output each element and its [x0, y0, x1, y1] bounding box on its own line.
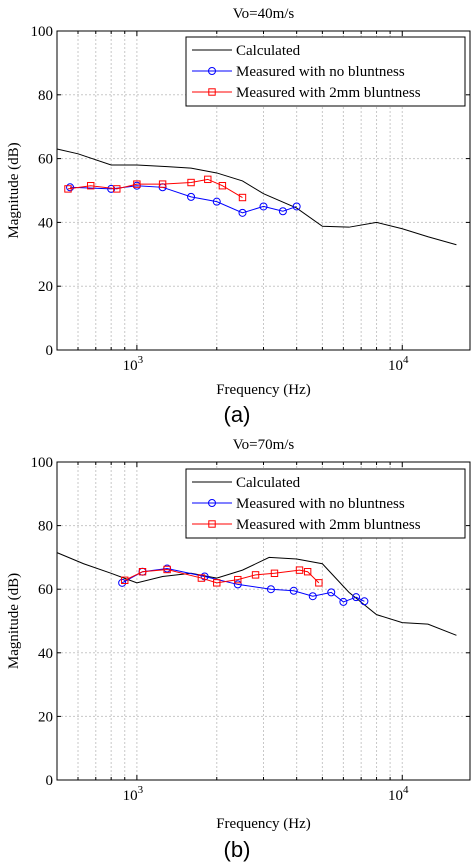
chart-title: Vo=70m/s	[233, 437, 295, 453]
series-calculated	[56, 552, 457, 636]
data-point	[259, 202, 268, 211]
x-tick-label: 104	[388, 784, 409, 804]
data-point	[360, 597, 369, 606]
data-point	[234, 575, 242, 584]
x-tick-label: 103	[123, 354, 144, 374]
legend-label: Measured with 2mm bluntness	[236, 517, 421, 533]
x-axis-label: Frequency (Hz)	[216, 816, 311, 832]
legend-marker	[208, 499, 216, 507]
y-tick-label: 60	[38, 582, 53, 598]
y-tick-label: 20	[38, 709, 53, 725]
legend-label: Measured with no bluntness	[236, 496, 405, 512]
data-point	[278, 207, 287, 216]
y-tick-label: 100	[31, 24, 54, 40]
x-tick-label: 103	[123, 784, 144, 804]
legend-label: Measured with no bluntness	[236, 64, 405, 80]
y-tick-label: 20	[38, 279, 53, 295]
series-line	[67, 178, 243, 198]
data-point	[292, 202, 301, 211]
legend: Calculated Measured with no bluntness Meas…	[185, 36, 466, 107]
y-tick-label: 0	[46, 773, 54, 789]
data-point	[315, 579, 323, 587]
data-point	[133, 180, 141, 188]
series-line	[56, 552, 457, 636]
data-point	[303, 568, 312, 576]
legend-marker	[208, 88, 216, 96]
data-point	[87, 182, 95, 190]
y-tick-label: 80	[38, 88, 53, 104]
series-measured-with-2mm-bluntness	[64, 175, 247, 202]
series-line	[121, 568, 365, 603]
data-point	[266, 585, 275, 594]
legend-label: Calculated	[236, 43, 301, 59]
series-measured-with-2mm-bluntness	[121, 565, 323, 587]
y-axis-label: Magnitude (dB)	[6, 573, 22, 669]
data-point	[238, 193, 247, 202]
y-tick-label: 0	[46, 343, 54, 359]
chart-panel-a: 0 20 40 60 80 100 103 104 Vo=40m/s Frequency (Hz)…	[6, 6, 471, 427]
data-point	[138, 568, 147, 576]
data-point	[212, 197, 221, 206]
legend-marker	[208, 520, 216, 528]
data-point	[204, 175, 212, 184]
y-tick-label: 40	[38, 215, 53, 231]
chart-title: Vo=40m/s	[233, 6, 295, 22]
y-axis-label: Magnitude (dB)	[6, 142, 22, 238]
legend-marker	[208, 67, 216, 75]
data-point	[295, 566, 304, 574]
data-point	[213, 579, 221, 587]
legend-box	[185, 468, 466, 539]
y-tick-label: 80	[38, 519, 53, 535]
data-point	[121, 576, 129, 584]
panel-label: (b)	[224, 837, 251, 862]
data-point	[64, 185, 72, 193]
data-point	[197, 574, 206, 582]
data-point	[118, 578, 127, 587]
data-point	[163, 565, 171, 574]
data-point	[352, 593, 361, 602]
x-tick-label: 104	[388, 354, 409, 374]
series-line	[56, 148, 457, 246]
y-tick-label: 40	[38, 646, 53, 662]
data-point	[66, 183, 75, 192]
x-axis-label: Frequency (Hz)	[216, 382, 311, 398]
data-point	[339, 597, 348, 606]
data-point	[218, 182, 227, 190]
legend-box	[185, 36, 466, 107]
data-point	[238, 208, 247, 217]
data-point	[251, 571, 260, 579]
data-point	[113, 185, 121, 193]
data-point	[233, 580, 242, 589]
data-point	[270, 569, 279, 577]
data-point	[308, 592, 317, 601]
data-point	[158, 180, 167, 188]
chart-panel-b: 0 20 40 60 80 100 103 104 Vo=70m/s Frequency (Hz)…	[6, 437, 471, 862]
data-point	[187, 192, 196, 201]
series-measured-with-no-bluntness	[118, 564, 369, 606]
series-calculated	[56, 148, 457, 246]
data-point	[327, 588, 336, 597]
y-tick-label: 60	[38, 152, 53, 168]
legend-label: Calculated	[236, 475, 301, 491]
y-tick-label: 100	[31, 455, 54, 471]
panel-label: (a)	[224, 402, 251, 427]
legend: Calculated Measured with no bluntness Meas…	[185, 468, 466, 539]
legend-label: Measured with 2mm bluntness	[236, 85, 421, 101]
data-point	[187, 178, 195, 187]
data-point	[289, 586, 298, 595]
series-line	[70, 185, 297, 214]
